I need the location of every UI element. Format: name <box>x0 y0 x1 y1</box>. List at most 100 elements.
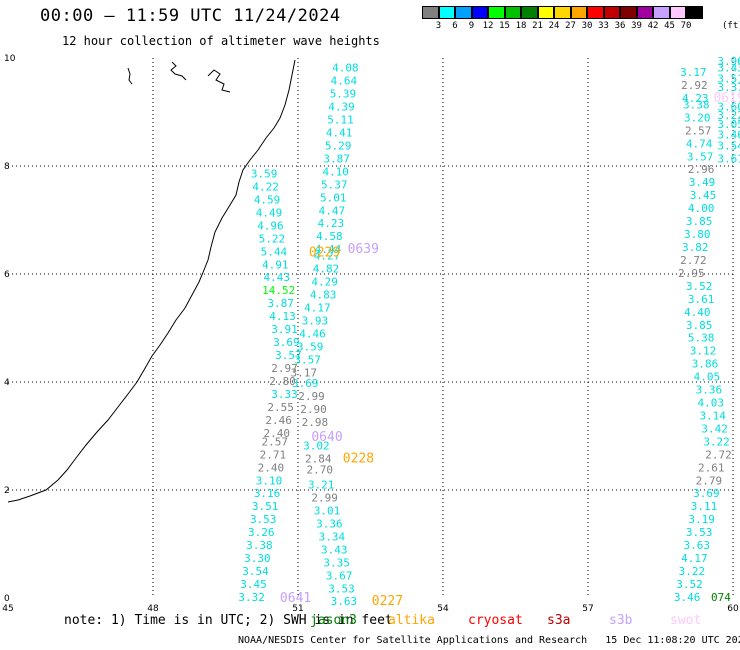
wave-height-value: 3.82 <box>682 241 709 254</box>
wave-height-value: 3.35 <box>323 556 350 569</box>
wave-height-value: 3.01 <box>314 505 341 518</box>
wave-height-value: 3.57 <box>687 150 714 163</box>
legend-tick-label: 33 <box>598 21 609 31</box>
wave-height-value: 3.26 <box>248 526 275 539</box>
wave-height-value: 3.33 <box>271 388 298 401</box>
wave-height-value: 3.30 <box>244 552 271 565</box>
wave-height-value: 3.42 <box>701 422 728 435</box>
wave-height-value: 3.91 <box>271 323 298 336</box>
legend-swatches <box>422 6 703 19</box>
wave-height-value: 3.63 <box>684 539 711 552</box>
wave-height-value: 3.57 <box>275 349 302 362</box>
note-text: note: 1) Time is in UTC; 2) SWH is in fe… <box>64 613 393 628</box>
wave-height-value: 3.85 <box>686 215 713 228</box>
wave-height-value: 3.21 <box>308 479 335 492</box>
wave-height-value: 4.43 <box>263 271 290 284</box>
footer-credit: NOAA/NESDIS Center for Satellite Applica… <box>238 635 740 646</box>
wave-height-value: 4.96 <box>257 219 284 232</box>
wave-height-value: 3.37 <box>717 81 740 94</box>
wave-height-value: 4.82 <box>313 263 340 276</box>
legend-swatch <box>537 6 554 19</box>
grid-lines <box>8 58 734 598</box>
legend-swatch <box>438 6 455 19</box>
legend-tick-label: 6 <box>452 21 458 31</box>
wave-height-value: 3.38 <box>246 539 273 552</box>
legend-tick-label: 15 <box>499 21 510 31</box>
wave-height-value: 3.52 <box>676 578 703 591</box>
wave-height-value: 3.61 <box>717 152 740 165</box>
satellite-altika: altika <box>388 613 435 628</box>
wave-height-value: 3.69 <box>273 336 300 349</box>
wave-height-value: 3.69 <box>693 487 720 500</box>
wave-height-value: 3.53 <box>328 582 355 595</box>
wave-height-value: 3.53 <box>250 513 277 526</box>
wave-height-value: 5.22 <box>259 232 286 245</box>
wave-height-value: 3.96 <box>717 55 740 68</box>
y-tick-label: 4 <box>4 378 10 388</box>
coastline-path <box>7 59 296 503</box>
wave-height-value: 3.59 <box>297 340 324 353</box>
legend-tick-label: 12 <box>482 21 494 31</box>
page-subtitle: 12 hour collection of altimeter wave hei… <box>62 34 380 48</box>
wave-height-value: 4.10 <box>322 165 349 178</box>
wave-height-value: 2.97 <box>271 362 298 375</box>
wave-height-value: 3.54 <box>717 139 740 152</box>
wave-height-value: 5.01 <box>320 191 347 204</box>
wave-height-value: 3.57 <box>294 353 321 366</box>
wave-height-value: 3.02 <box>303 440 330 453</box>
wave-height-value: 2.72 <box>705 448 732 461</box>
wave-height-value: 3.80 <box>684 228 711 241</box>
wave-height-value: 3.87 <box>267 297 294 310</box>
wave-height-value: 3.49 <box>689 176 716 189</box>
wave-height-value: 4.41 <box>326 127 353 140</box>
y-tick-label: 2 <box>4 486 10 496</box>
wave-height-value: 2.90 <box>300 403 327 416</box>
wave-height-value: 2.72 <box>680 254 707 267</box>
wave-height-value: 4.83 <box>310 289 337 302</box>
wave-height-value: 3.10 <box>256 474 283 487</box>
wave-height-value: 2.98 <box>302 416 329 429</box>
legend-swatch <box>587 6 604 19</box>
wave-height-value: 4.08 <box>332 62 359 75</box>
wave-height-value: 3.38 <box>683 98 710 111</box>
y-tick-label: 0 <box>4 594 10 604</box>
wave-height-value: 4.00 <box>688 202 715 215</box>
y-tick-label: 8 <box>4 162 10 172</box>
wave-height-value: 4.17 <box>304 301 331 314</box>
wave-height-value: 4.59 <box>254 193 281 206</box>
wave-height-value: 3.93 <box>302 314 329 327</box>
x-tick-label: 60 <box>727 604 739 614</box>
wave-height-value: 3.46 <box>674 591 701 604</box>
wave-height-value: 4.23 <box>682 92 709 105</box>
legend-swatch <box>471 6 488 19</box>
wave-height-value: 4.46 <box>299 327 326 340</box>
wave-height-value: 3.53 <box>686 526 713 539</box>
wave-height-value: 5.39 <box>330 88 357 101</box>
page-title: 00:00 – 11:59 UTC 11/24/2024 <box>40 6 341 26</box>
x-tick-label: 54 <box>437 604 449 614</box>
legend-tick-label: 3 <box>435 21 442 31</box>
wave-height-value: 2.79 <box>696 474 723 487</box>
wave-height-value: 4.44 <box>315 243 342 256</box>
wave-height-value: 4.40 <box>684 306 711 319</box>
wave-height-value: 2.57 <box>685 124 712 137</box>
wave-height-value: 3.59 <box>251 168 278 181</box>
wave-height-value: 3.86 <box>692 358 719 371</box>
wave-height-value: 3.34 <box>319 530 346 543</box>
satellite-s3b: s3b <box>609 613 633 628</box>
wave-height-value: 3.12 <box>690 345 717 358</box>
legend-swatch <box>686 6 703 19</box>
pass-time-label: 0229 <box>309 245 340 260</box>
wave-height-value: 3.16 <box>254 487 281 500</box>
legend-swatch <box>603 6 620 19</box>
wave-height-value: 3.22 <box>717 109 740 122</box>
wave-height-value: 3.87 <box>323 152 350 165</box>
wave-height-value: 3.61 <box>688 293 715 306</box>
island-3 <box>207 69 231 93</box>
satellite-swot: swot <box>670 613 702 628</box>
wave-height-value: 4.27 <box>314 250 341 263</box>
legend-swatch <box>653 6 670 19</box>
wave-height-value: 3.11 <box>691 500 718 513</box>
wave-height-value: 3.43 <box>717 62 740 75</box>
